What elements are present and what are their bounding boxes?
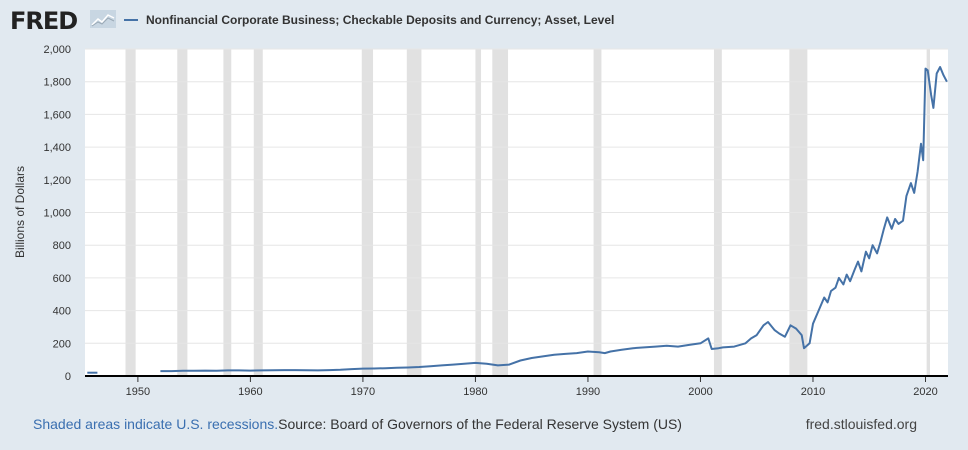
- x-tick-label: 1950: [126, 386, 150, 398]
- logo-graph-icon: [90, 10, 116, 28]
- footer-notes: Shaded areas indicate U.S. recessions.So…: [33, 416, 682, 432]
- chart-header: FRED Nonfinancial Corporate Business; Ch…: [0, 0, 968, 40]
- x-tick-label: 2020: [913, 386, 937, 398]
- x-tick-label: 1960: [238, 386, 262, 398]
- x-tick-label: 2000: [688, 386, 712, 398]
- x-tick-label: 2010: [801, 386, 825, 398]
- x-tick-label: 1990: [576, 386, 600, 398]
- x-axis-ticks: 1950 1960 1970 1980 1990 2000 2010 2020: [126, 376, 938, 398]
- legend-series-label: Nonfinancial Corporate Business; Checkab…: [146, 13, 615, 27]
- y-tick-label: 1,400: [43, 142, 71, 154]
- series-layer: [87, 66, 948, 374]
- y-tick-label: 1,800: [43, 77, 71, 89]
- fred-logo[interactable]: FRED: [10, 7, 78, 35]
- y-axis-label: Billions of Dollars: [13, 166, 27, 258]
- site-url[interactable]: fred.stlouisfed.org: [805, 416, 917, 432]
- x-tick-label: 1970: [351, 386, 375, 398]
- y-tick-label: 1,600: [43, 109, 71, 121]
- y-tick-label: 200: [53, 338, 71, 350]
- grid-lines: [85, 48, 948, 344]
- recession-note-link[interactable]: Shaded areas indicate U.S. recessions.: [33, 416, 279, 432]
- y-tick-label: 2,000: [43, 44, 71, 56]
- chart-legend[interactable]: Nonfinancial Corporate Business; Checkab…: [124, 13, 614, 27]
- y-tick-label: 400: [53, 306, 71, 318]
- x-tick-label: 1980: [463, 386, 487, 398]
- chart-svg: 0 200 400 600 800 1,000 1,200 1,400 1,600 1,800 2,…: [13, 44, 948, 398]
- y-tick-label: 1,000: [43, 208, 71, 220]
- y-tick-label: 1,200: [43, 175, 71, 187]
- y-tick-label: 600: [53, 273, 71, 285]
- series-line: [160, 66, 948, 373]
- y-tick-label: 0: [65, 371, 71, 383]
- y-axis-ticks: 0 200 400 600 800 1,000 1,200 1,400 1,600 1,800 2,…: [43, 44, 71, 383]
- legend-swatch: [124, 19, 138, 21]
- source-note: Source: Board of Governors of the Federa…: [278, 416, 682, 432]
- y-tick-label: 800: [53, 240, 71, 252]
